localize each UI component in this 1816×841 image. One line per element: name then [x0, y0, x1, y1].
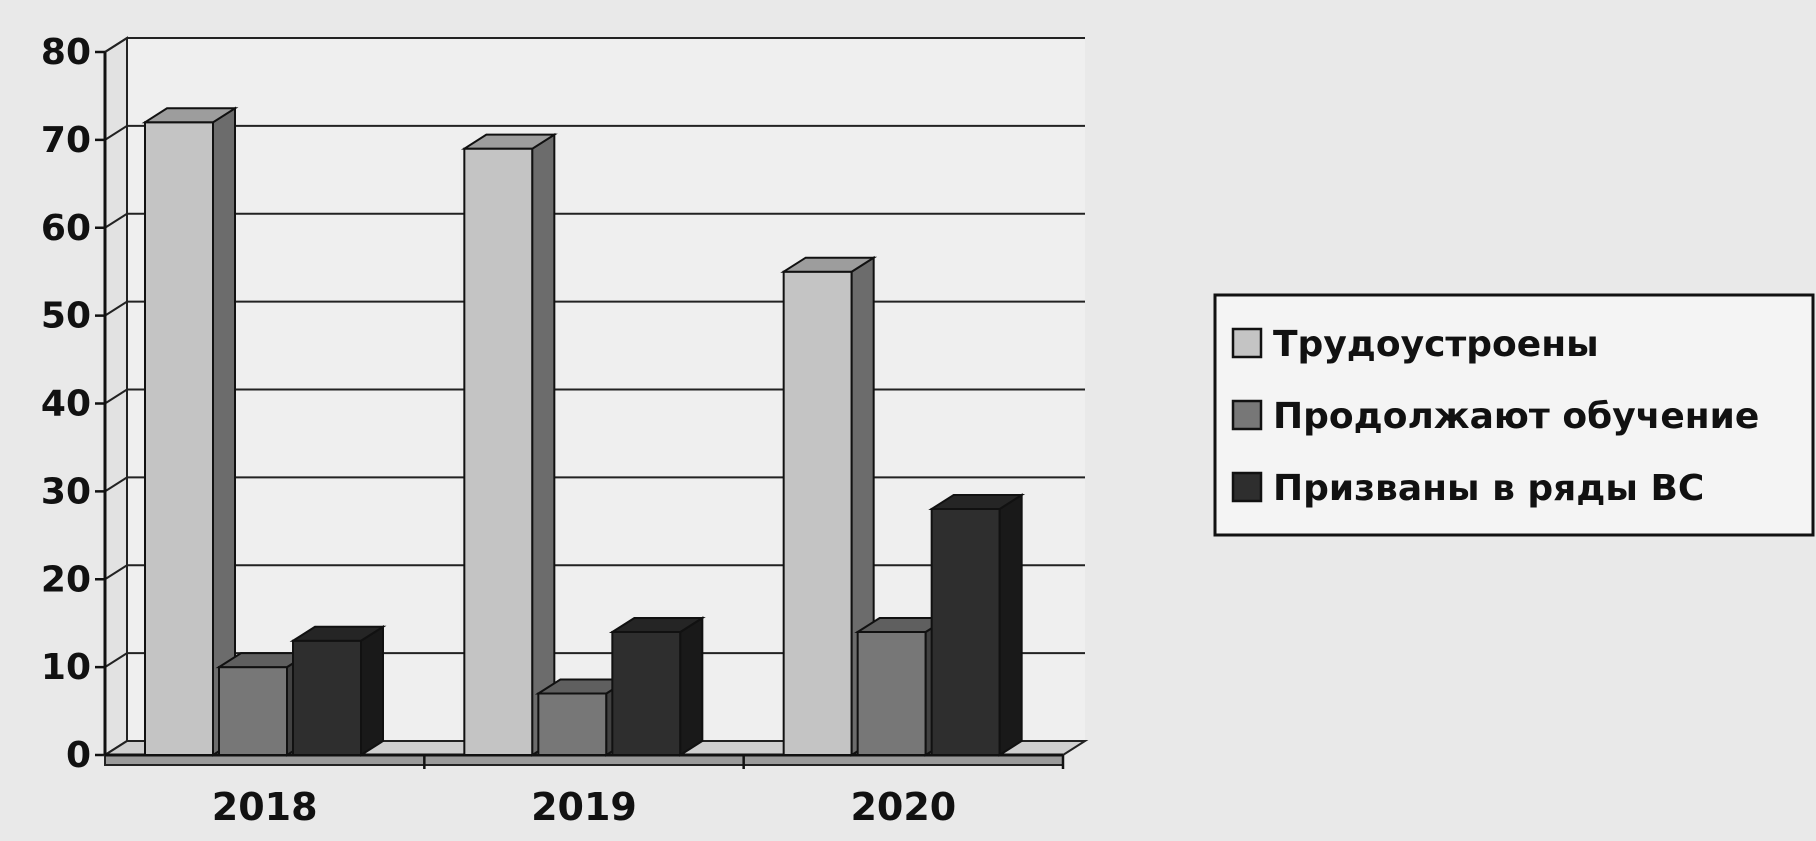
x-tick-label: 2018 — [212, 785, 318, 829]
gridline — [104, 476, 1085, 493]
legend-item-3: Призваны в ряды ВС — [1231, 468, 1704, 509]
bar-front — [218, 666, 288, 756]
bar-top — [928, 493, 1026, 510]
bar-front — [782, 270, 853, 756]
x-tick-label: 2020 — [850, 785, 956, 829]
gridline — [104, 300, 1085, 317]
legend-label: Продолжают обучение — [1273, 396, 1759, 437]
bar-front — [144, 121, 214, 757]
y-tick-label: 10 — [41, 647, 91, 688]
bar-front — [611, 630, 682, 756]
y-tick-label: 20 — [41, 559, 91, 600]
legend-swatch — [1231, 471, 1263, 503]
bar-side — [360, 624, 384, 757]
y-tick-label: 40 — [41, 384, 91, 425]
bar-side — [998, 493, 1023, 757]
bar-top — [608, 616, 706, 633]
legend-swatch — [1231, 327, 1263, 359]
gridline — [104, 212, 1085, 229]
bar-top — [780, 256, 878, 273]
bar-front — [463, 147, 534, 757]
y-tick-label: 30 — [41, 471, 91, 512]
legend-item-1: Трудоустроены — [1231, 324, 1599, 365]
bar-side — [531, 132, 556, 757]
y-tick-label: 50 — [41, 296, 91, 337]
gridline — [104, 37, 1085, 53]
bar-front — [856, 630, 927, 756]
y-tick-label: 70 — [41, 120, 91, 161]
y-tick-label: 80 — [41, 32, 91, 73]
bar-2018-1 — [141, 106, 239, 757]
legend-box — [1213, 293, 1815, 537]
bar-front — [292, 639, 362, 757]
gridline — [104, 388, 1085, 405]
legend-label: Трудоустроены — [1273, 324, 1599, 365]
bar-front — [537, 692, 608, 756]
gridline — [104, 124, 1085, 141]
gridline — [104, 564, 1085, 581]
bar-front — [930, 507, 1001, 757]
legend-swatch — [1231, 399, 1263, 431]
x-tick-label: 2019 — [531, 785, 637, 829]
bar-2018-3 — [289, 624, 387, 757]
gridline — [104, 652, 1085, 668]
bar-top — [460, 133, 558, 150]
bar-2019-1 — [460, 132, 558, 757]
bar-top — [289, 625, 387, 642]
bar-side — [679, 616, 704, 757]
legend-label: Призваны в ряды ВС — [1273, 468, 1704, 509]
bar-2019-3 — [608, 616, 706, 757]
bar-top — [141, 107, 239, 124]
y-tick-label: 0 — [66, 735, 91, 776]
legend-item-2: Продолжают обучение — [1231, 396, 1759, 437]
bar-2020-3 — [928, 493, 1026, 757]
y-tick-label: 60 — [41, 208, 91, 249]
